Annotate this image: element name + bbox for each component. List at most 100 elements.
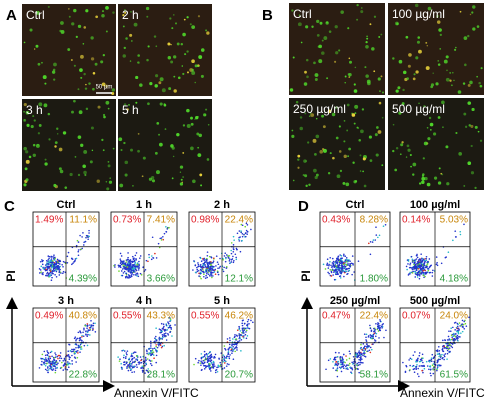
event-dot [57, 354, 60, 357]
image-label: 5 h [122, 103, 139, 117]
cell-dot [314, 78, 318, 81]
event-dot [362, 347, 365, 349]
cell-dot [398, 111, 402, 115]
event-dot [363, 345, 366, 348]
event-dot [51, 369, 54, 371]
cell-dot [467, 83, 471, 87]
event-dot [169, 330, 172, 333]
event-dot [375, 226, 377, 228]
event-dot [341, 265, 343, 268]
event-dot [205, 352, 208, 355]
cell-dot [297, 22, 302, 27]
event-dot [362, 343, 365, 345]
event-dot [124, 363, 126, 366]
event-dot [208, 275, 211, 277]
event-dot [238, 333, 240, 335]
event-dot [236, 329, 239, 332]
event-dot [146, 358, 149, 360]
event-dot [135, 358, 137, 360]
event-dot [333, 356, 336, 359]
event-dot [208, 363, 211, 365]
event-dot [216, 270, 219, 272]
event-dot [131, 273, 133, 275]
cell-dot [356, 18, 359, 21]
event-dot [421, 369, 423, 372]
event-dot [125, 261, 128, 263]
event-dot [428, 359, 431, 362]
event-dot [339, 361, 342, 363]
event-dot [44, 269, 47, 272]
event-dot [452, 335, 455, 338]
event-dot [159, 342, 162, 345]
event-dot [366, 345, 368, 348]
event-dot [413, 259, 415, 262]
event-dot [416, 273, 419, 275]
event-dot [343, 364, 346, 366]
event-dot [87, 236, 89, 239]
event-dot [53, 356, 56, 359]
event-dot [343, 275, 345, 278]
cell-dot [303, 82, 308, 86]
cell-dot [90, 126, 94, 130]
event-dot [82, 331, 84, 334]
event-dot [125, 352, 128, 354]
event-dot [374, 340, 377, 342]
event-dot [53, 267, 56, 270]
cell-dot [328, 30, 332, 33]
event-dot [206, 272, 208, 275]
cell-dot [126, 108, 129, 111]
event-dot [340, 255, 343, 257]
event-dot [432, 366, 435, 368]
cell-dot [315, 134, 320, 139]
event-dot [322, 263, 325, 266]
cell-dot [477, 130, 480, 133]
event-dot [462, 326, 464, 328]
event-dot [246, 320, 249, 323]
event-dot [341, 257, 343, 259]
event-dot [125, 272, 128, 275]
cell-dot [130, 11, 132, 13]
event-dot [348, 357, 351, 360]
event-dot [144, 372, 146, 374]
cell-dot [100, 60, 104, 64]
event-dot [94, 322, 96, 325]
event-dot [426, 365, 429, 367]
event-dot [94, 331, 97, 333]
cell-dot [426, 182, 431, 187]
cell-dot [478, 81, 481, 85]
event-dot [448, 330, 450, 332]
event-dot [338, 275, 341, 278]
cell-dot [392, 123, 395, 126]
event-dot [228, 260, 231, 262]
cell-dot [467, 34, 470, 38]
event-dot [239, 337, 241, 340]
event-dot [458, 329, 460, 332]
event-dot [332, 260, 335, 263]
event-dot [56, 265, 59, 267]
event-dot [129, 263, 132, 266]
event-dot [201, 356, 204, 358]
event-dot [443, 354, 445, 356]
cell-dot [299, 116, 303, 119]
event-dot [409, 357, 412, 360]
cell-dot [422, 157, 425, 160]
cell-dot [137, 132, 140, 135]
event-dot [456, 325, 459, 328]
event-dot [229, 339, 231, 342]
cell-dot [186, 124, 191, 129]
plot-title: 2 h [214, 199, 230, 211]
event-dot [228, 355, 230, 358]
cell-dot [73, 8, 77, 13]
event-dot [347, 259, 349, 262]
event-dot [238, 336, 241, 338]
event-dot [437, 358, 440, 361]
event-dot [224, 347, 226, 350]
event-dot [58, 354, 61, 357]
event-dot [119, 265, 121, 267]
event-dot [206, 257, 208, 260]
event-dot [197, 269, 200, 272]
cell-dot [128, 103, 130, 106]
event-dot [84, 240, 87, 243]
event-dot [358, 350, 361, 352]
event-dot [380, 325, 383, 328]
